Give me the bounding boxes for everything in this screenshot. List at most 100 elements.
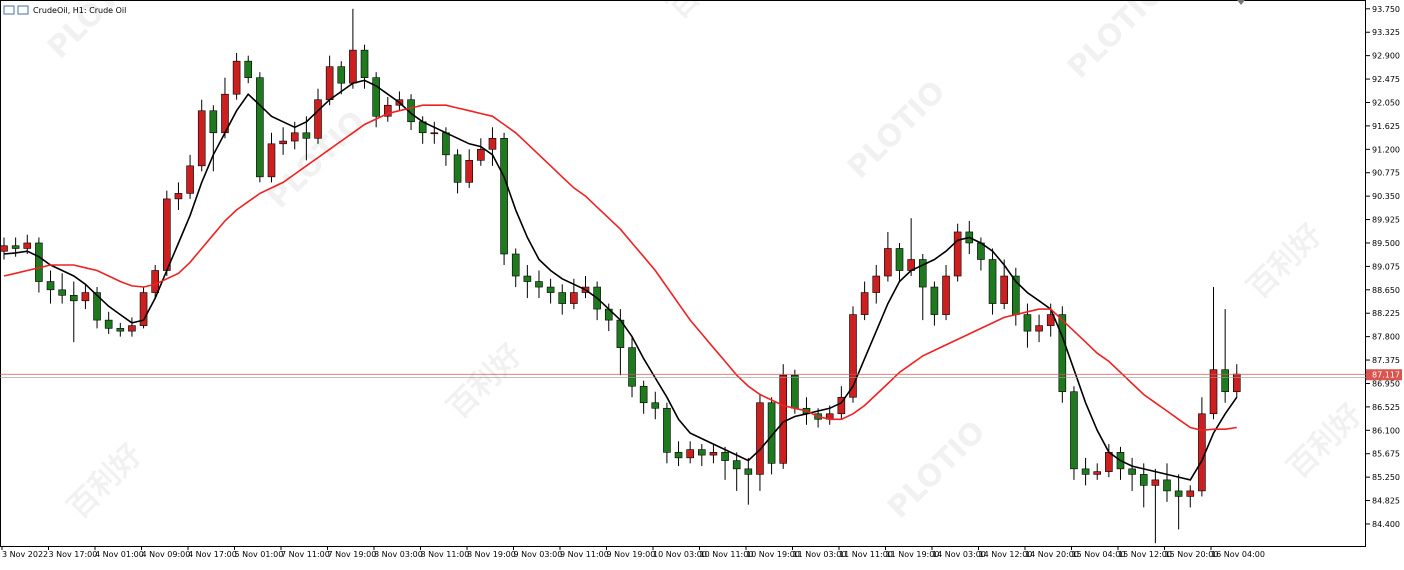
candle-body <box>756 402 764 475</box>
candle-body <box>1093 471 1102 475</box>
y-tick-label: 91.200 <box>1372 145 1400 154</box>
candle-body <box>35 242 43 282</box>
x-tick-label: 14 Nov 03:00 <box>932 550 986 559</box>
candle-body <box>744 468 753 475</box>
candle-body <box>1151 479 1160 486</box>
y-tick-label: 92.900 <box>1372 52 1400 61</box>
x-tick-label: 3 Nov 17:00 <box>49 550 98 559</box>
candle-body <box>953 231 962 277</box>
candle-body <box>767 402 776 464</box>
candle-body <box>570 292 578 304</box>
y-tick-label: 87.375 <box>1372 356 1400 365</box>
candle-body <box>639 385 648 404</box>
x-tick-label: 16 Nov 04:00 <box>1211 550 1265 559</box>
candle-body <box>1232 373 1241 393</box>
candle-body <box>197 110 206 167</box>
x-tick-label: 10 Nov 03:00 <box>653 550 707 559</box>
moving-average-line <box>3 79 1238 481</box>
candle-body <box>942 275 950 315</box>
candle-body <box>709 452 718 456</box>
axes: 93.750 93.325 92.900 92.475 92.050 91.625 91.2… <box>1 5 1402 559</box>
y-tick-label: 90.775 <box>1372 169 1400 178</box>
candle-body <box>1174 490 1183 497</box>
candle-body <box>0 245 8 252</box>
candle-body <box>872 275 881 293</box>
plot-frame <box>0 0 1366 547</box>
candle-body <box>1000 275 1008 304</box>
candle-body <box>23 242 32 249</box>
icon <box>3 5 15 15</box>
candle-body <box>849 314 857 398</box>
candle-body <box>1058 314 1067 393</box>
candle-body <box>279 140 287 145</box>
candle-body <box>988 259 997 304</box>
candle-body <box>1198 413 1206 492</box>
y-tick-label: 93.325 <box>1372 28 1400 37</box>
y-tick-label: 84.400 <box>1372 520 1400 529</box>
x-tick-label: 11 Nov 03:00 <box>793 550 847 559</box>
candle-body <box>930 286 939 315</box>
candle-body <box>81 292 90 302</box>
candle-body <box>383 104 392 117</box>
x-tick-label: 9 Nov 11:00 <box>560 550 609 559</box>
candle-body <box>1209 369 1218 415</box>
candle-body <box>244 60 253 78</box>
candle-body <box>628 347 636 387</box>
y-tick-label: 86.525 <box>1372 403 1400 412</box>
x-tick-label: 7 Nov 11:00 <box>281 550 330 559</box>
candle-body <box>686 449 694 459</box>
x-tick-label: 9 Nov 03:00 <box>514 550 563 559</box>
candle-body <box>1221 369 1229 393</box>
x-tick-label: 14 Nov 20:00 <box>1025 550 1079 559</box>
y-tick-label: 89.925 <box>1372 216 1400 225</box>
candle-body <box>523 275 532 282</box>
candle-body <box>895 248 904 271</box>
candle-body <box>174 193 183 200</box>
candle-body <box>209 110 218 134</box>
candle-body <box>500 137 508 255</box>
candle-body <box>884 248 892 277</box>
candle-body <box>465 160 474 183</box>
candle-body <box>1035 325 1043 332</box>
candle-body <box>128 325 136 332</box>
candle-body <box>477 149 485 161</box>
candle-body <box>546 286 555 293</box>
x-tick-label: 14 Nov 12:00 <box>979 550 1033 559</box>
x-tick-label: 15 Nov 04:00 <box>1072 550 1126 559</box>
icon <box>17 5 29 15</box>
candle-body <box>58 289 66 296</box>
candle-body <box>791 374 799 409</box>
x-tick-label: 4 Nov 17:00 <box>188 550 237 559</box>
candle-body <box>163 198 171 271</box>
candle-body <box>46 281 55 291</box>
candle-body <box>1046 314 1055 326</box>
chart-title: CrudeOil, H1: Crude Oil <box>33 6 126 15</box>
x-tick-label: 3 Nov 2022 <box>2 550 48 559</box>
y-tick-label: 87.800 <box>1372 333 1400 342</box>
candle-body <box>732 460 741 470</box>
candle-body <box>93 292 101 321</box>
y-tick-label: 85.675 <box>1372 450 1400 459</box>
marks <box>0 8 1366 544</box>
moving-average-line <box>3 104 1237 432</box>
candle-body <box>651 402 660 409</box>
candle-body <box>186 165 194 194</box>
candle-body <box>1023 314 1032 332</box>
candle-body <box>360 49 369 78</box>
candle-body <box>69 295 78 302</box>
candle-body <box>11 245 20 249</box>
x-tick-label: 7 Nov 19:00 <box>328 550 377 559</box>
candle-body <box>1070 391 1078 470</box>
candle-body <box>372 77 380 117</box>
y-tick-label: 86.100 <box>1372 426 1400 435</box>
candle-body <box>139 292 148 326</box>
candle-body <box>721 452 729 461</box>
y-tick-label: 89.075 <box>1372 262 1400 271</box>
candle-body <box>337 66 346 84</box>
candle-body <box>697 449 706 456</box>
candle-body <box>837 396 846 415</box>
candle-body <box>314 99 322 139</box>
candle-body <box>1105 452 1113 472</box>
